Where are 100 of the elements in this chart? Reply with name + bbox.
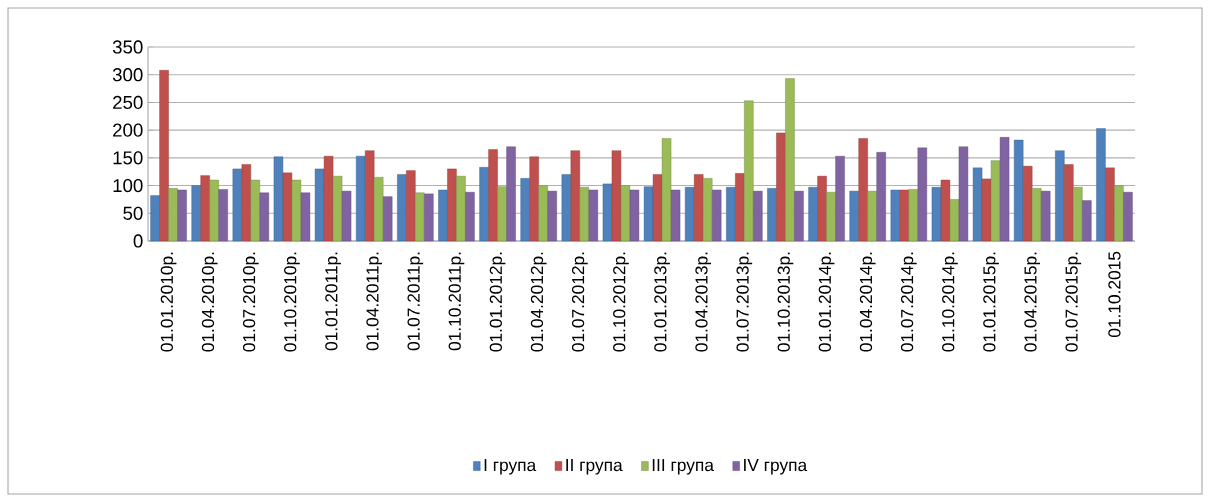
bar: [826, 192, 836, 242]
bar: [438, 189, 448, 242]
bar: [767, 188, 777, 242]
bar: [629, 189, 640, 242]
bar: [949, 199, 960, 242]
bar: [465, 192, 475, 242]
bar: [753, 190, 763, 242]
x-tick-label: 01.01.2010р.: [160, 252, 177, 352]
bar: [890, 189, 901, 242]
bar: [561, 174, 572, 242]
bar: [570, 150, 581, 242]
bar: [529, 156, 539, 242]
bar: [735, 173, 745, 242]
bar: [332, 175, 343, 242]
y-tick-label: 100: [113, 178, 143, 193]
x-tick-label: 01.01.2014р.: [818, 252, 835, 352]
bar: [867, 190, 877, 242]
bar: [300, 192, 311, 242]
bar: [538, 185, 548, 242]
bar: [547, 190, 557, 242]
bar: [406, 170, 416, 242]
legend-label: II група: [566, 459, 623, 475]
bar: [1082, 200, 1092, 242]
bar: [602, 183, 613, 242]
bar: [1123, 192, 1133, 242]
bar: [341, 190, 352, 242]
y-tick-label: 250: [113, 95, 143, 110]
x-tick-label: 01.07.2010р.: [242, 252, 259, 352]
bar: [972, 167, 983, 242]
x-tick-label: 01.01.2012р.: [489, 252, 506, 352]
bar: [365, 150, 375, 242]
bar: [1096, 128, 1106, 242]
x-tick-label: 01.07.2011р.: [407, 252, 424, 351]
bar: [794, 190, 804, 242]
x-tick-label: 01.07.2012р.: [571, 252, 588, 352]
bar: [506, 146, 516, 242]
bar: [611, 150, 622, 242]
bar: [808, 187, 818, 242]
bar: [479, 167, 489, 242]
bar: [652, 174, 663, 242]
bar: [931, 187, 942, 242]
bar: [1040, 190, 1051, 242]
bar: [177, 189, 187, 242]
bar: [150, 195, 160, 242]
bar: [579, 187, 590, 242]
bar: [899, 189, 910, 242]
bar: [990, 160, 1001, 242]
bar: [588, 189, 599, 242]
y-tick-label: 300: [112, 68, 143, 82]
legend-label: IV група: [744, 459, 808, 475]
bar: [999, 137, 1010, 242]
x-tick-label: 01.10.2015: [1108, 251, 1121, 338]
bar: [835, 155, 845, 242]
bar: [726, 187, 736, 242]
bar: [776, 132, 786, 242]
bar: [702, 178, 713, 242]
bar: [684, 187, 695, 242]
x-tick-label: 01.07.2013р.: [736, 252, 753, 352]
y-tick-label: 50: [123, 206, 143, 220]
bar: [447, 168, 457, 242]
bar: [314, 168, 325, 242]
bar: [200, 175, 210, 242]
bar: [858, 138, 868, 242]
x-tick-label: 01.07.2014р.: [900, 252, 917, 352]
bar: [456, 175, 466, 242]
bar: [661, 138, 672, 242]
y-tick-label: 0: [133, 234, 143, 248]
bar: [785, 78, 795, 242]
x-tick-label: 01.10.2011р.: [448, 252, 465, 351]
x-tick-label: 01.04.2014р.: [859, 252, 876, 352]
x-tick-label: 01.07.2015р.: [1065, 252, 1082, 352]
y-tick-label: 200: [113, 123, 143, 137]
bar: [232, 168, 243, 242]
legend-label: III група: [652, 459, 714, 475]
bar: [168, 188, 178, 242]
bar: [620, 185, 631, 242]
bar: [397, 174, 407, 242]
bar: [1073, 187, 1083, 242]
bar: [1114, 185, 1124, 242]
bar: [693, 174, 704, 242]
bar: [209, 179, 219, 242]
bar: [917, 147, 928, 242]
bar: [744, 100, 754, 242]
bar: [1055, 150, 1065, 242]
y-tick-label: 150: [113, 151, 143, 165]
bar: [817, 175, 827, 242]
x-tick-label: 01.04.2013р.: [695, 252, 712, 352]
x-tick-label: 01.04.2012р.: [530, 252, 547, 352]
bar: [849, 190, 859, 242]
bar: [520, 178, 530, 242]
bar: [250, 179, 261, 242]
x-tick-label: 01.01.2015р.: [983, 252, 999, 352]
bar: [424, 193, 434, 242]
bar: [876, 152, 886, 242]
x-tick-label: 01.01.2013р.: [654, 252, 670, 352]
bar: [259, 192, 270, 242]
bar: [488, 149, 498, 242]
bar: [373, 177, 384, 242]
bar: [383, 196, 393, 242]
x-tick-label: 01.10.2010р.: [284, 252, 300, 352]
